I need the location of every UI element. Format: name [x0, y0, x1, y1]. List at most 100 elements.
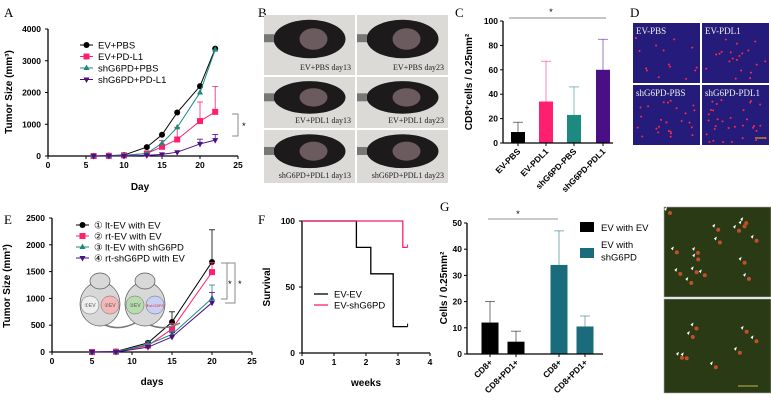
arrowhead-icon — [686, 330, 690, 335]
arrowhead-icon — [750, 335, 754, 340]
cell-dot — [689, 281, 694, 286]
marker-triangle — [145, 340, 151, 347]
x-tick-label: 10 — [119, 160, 129, 170]
marker-square — [159, 143, 165, 150]
tumor-site — [145, 295, 165, 315]
cell-dot — [715, 53, 718, 56]
marker-square — [169, 325, 175, 332]
cell-dot — [716, 118, 719, 121]
arrowhead-icon — [680, 352, 684, 357]
panel-label-B: B — [258, 5, 267, 20]
marker-square — [83, 53, 90, 60]
tumor-site — [80, 295, 100, 315]
x-tick-label: 15 — [167, 356, 177, 366]
cell-dot — [658, 125, 661, 128]
marker-triangle — [212, 46, 219, 52]
survival-curve — [302, 220, 408, 328]
legend-label: EV-EV — [334, 290, 363, 301]
fluorescence-image — [663, 298, 771, 394]
cell-dot — [754, 238, 759, 243]
cell-dot — [641, 135, 644, 138]
image-background — [633, 23, 700, 83]
series--rt-shG6PD-with-EV — [89, 292, 215, 356]
cell-dot — [728, 60, 731, 63]
y-tick-label: 2000 — [22, 88, 41, 98]
cell-dot — [749, 71, 752, 74]
panel-label-G: G — [440, 199, 449, 214]
legend-label: shG6PD — [601, 253, 637, 264]
marker-square — [197, 118, 203, 125]
marker-triangle — [159, 139, 165, 146]
legend-label: EV+PBS — [98, 41, 135, 52]
x-tick-label: 10 — [127, 356, 137, 366]
cell-dot — [735, 42, 738, 45]
marker-triangle-down — [159, 152, 165, 158]
cell-dot — [741, 124, 744, 127]
y-tick-label: 50 — [286, 282, 296, 292]
legend-label: shG6PD+PD-L1 — [98, 75, 166, 86]
cell-dot — [702, 273, 707, 278]
mouse-photo: EV+PDL1 day13 — [264, 77, 355, 128]
nose-cone — [357, 34, 367, 43]
cell-dot — [667, 129, 670, 132]
legend-label: EV-shG6PD — [334, 301, 385, 312]
arrowhead-icon — [712, 223, 716, 228]
panel-label-F: F — [258, 212, 265, 227]
shaved-area — [299, 141, 328, 161]
cell-dot — [691, 46, 694, 49]
nose-cone — [264, 34, 274, 43]
marker-triangle-down — [145, 345, 151, 351]
x-tick-label: 4 — [428, 357, 433, 367]
bar-EV-PDL1 — [539, 101, 553, 143]
legend-label: EV+PD-L1 — [98, 52, 143, 63]
marker-triangle-down — [212, 138, 219, 144]
cell-dot — [755, 138, 758, 141]
bar-EV-PBS — [511, 132, 525, 143]
marker-triangle-down — [79, 256, 86, 262]
cell-dot — [655, 127, 658, 130]
arrowhead-icon — [750, 234, 754, 239]
arrowhead-icon — [740, 325, 744, 330]
tumor-site — [125, 295, 145, 315]
cell-dot — [696, 257, 701, 262]
image-label: EV-PBS — [636, 26, 666, 36]
marker-triangle-down — [143, 153, 150, 159]
cell-dot — [692, 104, 695, 107]
cell-dot — [695, 66, 698, 69]
bar-CD8- — [481, 322, 499, 354]
mouse-photo: EV+PBS day13 — [264, 15, 355, 75]
cell-dot — [752, 126, 755, 129]
cell-dot — [647, 105, 650, 108]
cell-dot — [638, 49, 641, 52]
x-tick-label: CD8+ — [472, 357, 495, 380]
fluorescence-image — [663, 206, 771, 298]
cell-dot — [749, 101, 752, 104]
image-background — [702, 85, 769, 145]
cell-dot — [747, 49, 750, 52]
y-tick-label: 20 — [453, 297, 463, 307]
y-axis-title: CD8⁺cells / 0.25mm² — [464, 33, 475, 130]
mouse-photo: shG6PD+PDL1 day23 — [357, 130, 448, 183]
y-tick-label: 0 — [290, 348, 295, 358]
cell-dot — [722, 140, 725, 143]
arrowhead-icon — [732, 224, 736, 229]
mouse-photo: shG6PD+PDL1 day13 — [264, 130, 355, 183]
mouse-tail — [149, 322, 181, 329]
shaved-area — [392, 88, 421, 107]
arrowhead-icon — [738, 256, 742, 261]
cell-dot — [715, 102, 718, 105]
cell-dot — [742, 109, 745, 112]
arrowhead-icon — [670, 246, 674, 251]
shaved-area — [299, 28, 328, 50]
cell-dot — [716, 227, 721, 232]
photo-caption: EV+PBS day23 — [393, 63, 444, 72]
marker-circle — [143, 144, 150, 151]
significance-bracket — [225, 262, 236, 304]
x-tick-label: 0 — [50, 356, 55, 366]
cell-dot — [707, 113, 710, 116]
cell-dot — [745, 118, 748, 121]
cell-dot — [721, 120, 724, 123]
photo-caption: EV+PDL1 day23 — [388, 116, 444, 125]
y-tick-label: 500 — [31, 320, 45, 330]
